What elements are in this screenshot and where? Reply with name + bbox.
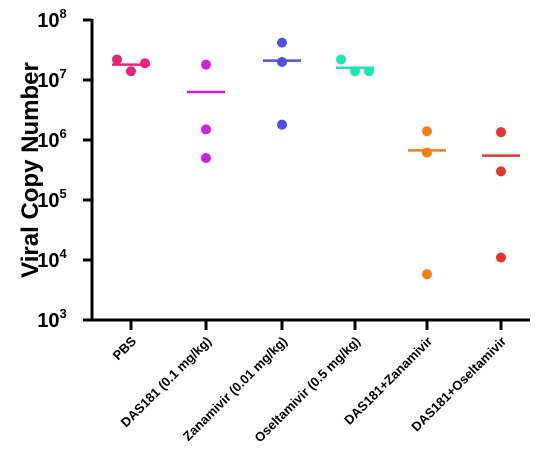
data-point	[422, 126, 432, 137]
data-point	[277, 56, 287, 67]
data-point	[277, 37, 287, 48]
axes	[90, 19, 530, 322]
y-axis-label-group: Viral Copy Number	[17, 62, 44, 278]
data-point	[422, 147, 432, 158]
y-axis-label: Viral Copy Number	[17, 62, 44, 278]
data-point	[336, 54, 346, 65]
data-points	[112, 37, 506, 280]
data-point	[496, 166, 506, 177]
mean-lines	[112, 59, 520, 157]
y-ticks: 103 104 105 106 107 108	[37, 6, 92, 332]
data-point	[112, 54, 122, 65]
data-point	[350, 66, 360, 77]
y-tick-label: 108	[37, 6, 66, 32]
data-point	[126, 66, 136, 77]
data-point	[364, 66, 374, 77]
y-tick-label: 103	[37, 306, 66, 332]
y-tick-label: 105	[37, 186, 66, 212]
data-point	[277, 119, 287, 130]
data-point	[201, 59, 211, 70]
y-tick-label: 104	[37, 246, 67, 272]
data-point	[140, 58, 150, 69]
data-point	[201, 153, 211, 164]
data-point	[496, 127, 506, 138]
data-point	[422, 269, 432, 280]
data-point	[496, 252, 506, 263]
y-tick-label: 107	[37, 66, 66, 92]
data-point	[201, 124, 211, 135]
y-tick-label: 106	[37, 126, 66, 152]
x-tick-label: PBS	[110, 333, 140, 363]
